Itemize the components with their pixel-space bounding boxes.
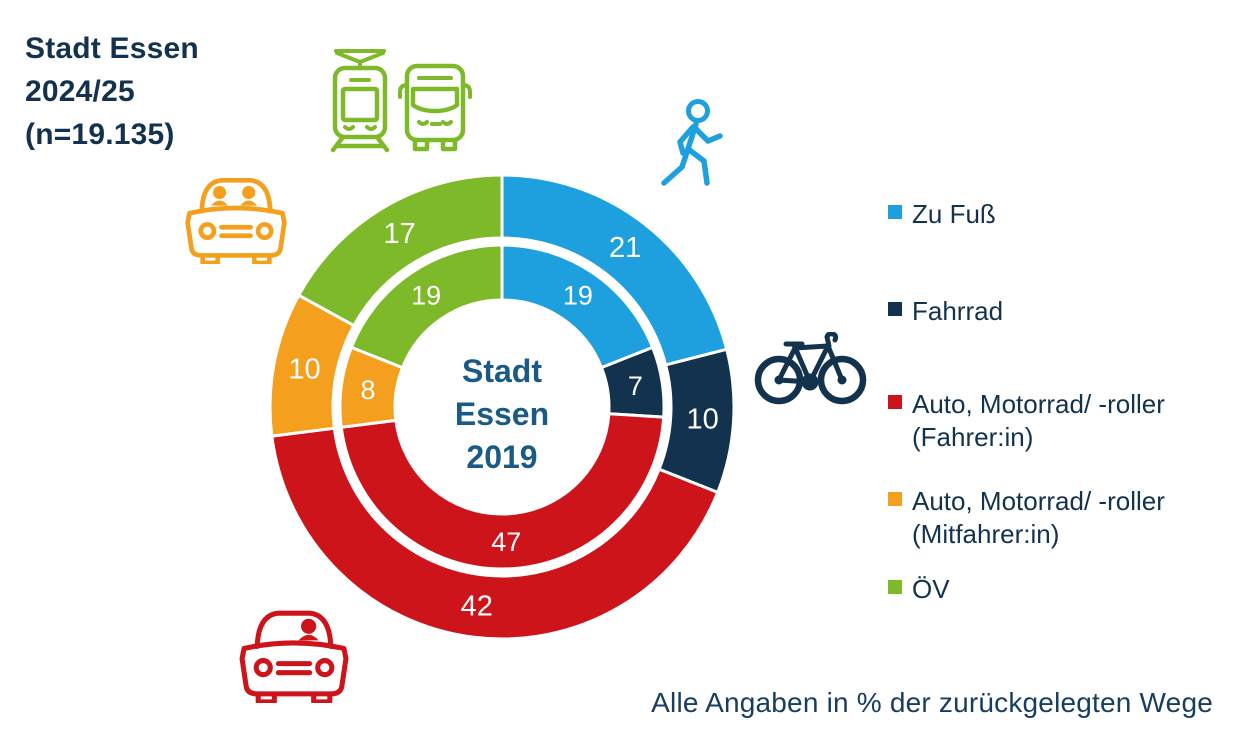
donut-center-label: Stadt Essen 2019 [392,350,612,479]
donut-inner-value-label-0: 19 [563,280,593,310]
donut-center-line2: Essen [454,396,550,432]
legend-swatch-fahrrad [888,302,902,316]
chart-title: Stadt Essen 2024/25 (n=19.135) [25,27,199,156]
legend-item-auto-fahrer: Auto, Motorrad/ -roller (Fahrer:in) [888,388,1165,454]
car-with-passenger-icon [182,168,290,264]
legend-swatch-auto-mitfahrer [888,492,902,506]
legend-sublabel-auto-fahrer: (Fahrer:in) [912,422,1034,452]
legend-label-fahrrad: Fahrrad [912,296,1004,326]
legend-item-auto-mitfahrer: Auto, Motorrad/ -roller (Mitfahrer:in) [888,485,1165,551]
donut-center-line3: 2019 [466,439,538,475]
legend-label-auto-mitfahrer: Auto, Motorrad/ -roller [912,486,1165,516]
donut-inner-value-label-2: 47 [491,527,521,557]
legend-item-fahrrad: Fahrrad [888,295,1003,328]
donut-outer-value-label-4: 17 [384,218,416,250]
donut-outer-segment-2 [270,426,720,641]
donut-outer-value-label-0: 21 [609,232,641,264]
donut-inner-value-label-3: 8 [361,375,376,405]
donut-inner-value-label-1: 7 [628,371,643,401]
legend-label-zu-fuss: Zu Fuß [912,199,996,229]
donut-outer-value-label-2: 42 [461,590,493,622]
legend-swatch-oev [888,580,902,594]
legend-label-oev: ÖV [912,574,950,604]
legend-label-auto-fahrer: Auto, Motorrad/ -roller [912,389,1165,419]
donut-outer-segment-4 [297,173,504,328]
chart-title-line3: (n=19.135) [25,118,175,151]
bicycle-icon [753,332,868,430]
pedestrian-icon [660,97,735,189]
legend-swatch-auto-fahrer [888,395,902,409]
chart-title-line2: 2024/25 [25,75,135,108]
bus-icon [398,58,472,158]
donut-inner-segment-4 [349,243,504,370]
donut-inner-segment-2 [339,412,666,571]
modal-split-donut-chart: 21 10 42 10 17 19 7 47 8 19 [268,173,736,641]
tram-icon [328,46,392,153]
legend-item-oev: ÖV [888,573,950,606]
legend-swatch-zu-fuss [888,205,902,219]
donut-outer-value-label-3: 10 [288,353,320,385]
chart-title-line1: Stadt Essen [25,32,199,65]
legend-sublabel-auto-mitfahrer: (Mitfahrer:in) [912,519,1060,549]
donut-outer-value-label-1: 10 [686,404,718,436]
legend-item-zu-fuss: Zu Fuß [888,198,996,231]
donut-inner-value-label-4: 19 [411,280,441,310]
car-driver-icon [236,600,352,703]
donut-center-line1: Stadt [462,353,542,389]
chart-footnote: Alle Angaben in % der zurückgelegten Weg… [651,687,1213,718]
